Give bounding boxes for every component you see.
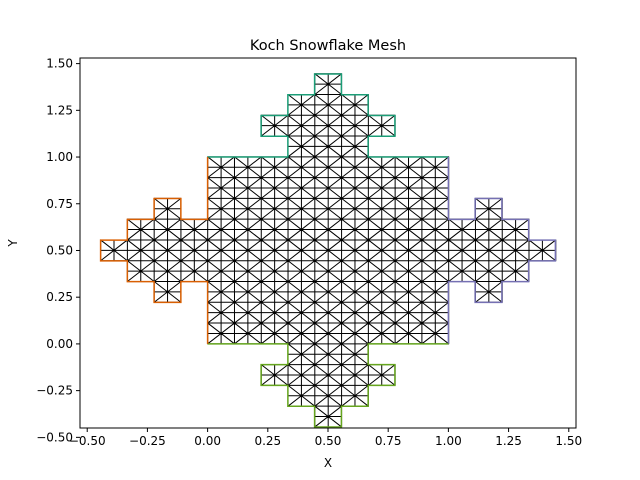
boundary-right (447, 157, 557, 344)
x-tick-label: 0.25 (254, 434, 281, 448)
x-tick-label: 1.50 (555, 434, 582, 448)
x-tick-label: −0.50 (69, 434, 106, 448)
y-tick-label: −0.25 (36, 384, 73, 398)
y-tick-label: 1.25 (46, 103, 73, 117)
y-tick-label: 0.75 (46, 197, 73, 211)
boundary-layer (99, 73, 557, 428)
x-axis-ticks: −0.50 −0.25 0.00 0.25 0.50 0.75 1.00 1.25 1.50 (69, 428, 582, 448)
y-tick-label: 0.00 (46, 337, 73, 351)
y-axis-title: Y (6, 239, 20, 248)
y-axis-ticks: −0.50 −0.25 0.00 0.25 0.50 0.75 1.00 1.25 1.50 (36, 57, 80, 444)
boundary-bottom (207, 343, 449, 428)
x-tick-label: 1.00 (435, 434, 462, 448)
y-tick-label: 0.50 (46, 243, 73, 257)
y-tick-label: 1.50 (46, 57, 73, 71)
x-tick-label: 0.00 (194, 434, 221, 448)
x-tick-label: 1.25 (495, 434, 522, 448)
x-axis-title: X (324, 456, 332, 470)
y-tick-label: −0.50 (36, 430, 73, 444)
x-tick-label: −0.25 (129, 434, 166, 448)
y-tick-label: 1.00 (46, 150, 73, 164)
boundary-left (99, 157, 209, 344)
x-tick-label: 0.75 (375, 434, 402, 448)
mesh-layer (100, 73, 557, 428)
boundary-top (207, 73, 449, 158)
mesh-triangles (100, 73, 557, 428)
y-tick-label: 0.25 (46, 290, 73, 304)
chart-title: Koch Snowflake Mesh (250, 38, 406, 54)
x-tick-label: 0.50 (315, 434, 342, 448)
